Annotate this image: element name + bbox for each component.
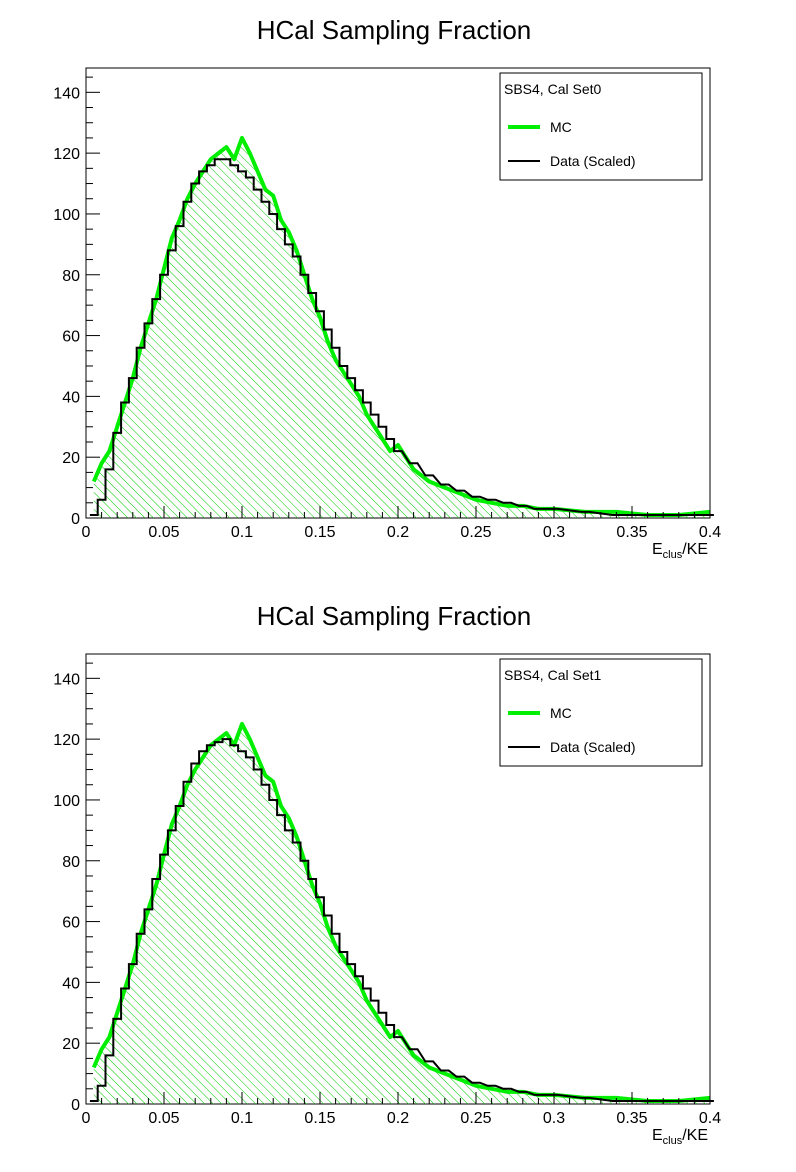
x-tick-label: 0.35 xyxy=(616,1110,647,1127)
y-tick-label: 140 xyxy=(53,85,80,102)
x-axis-sub: clus xyxy=(663,1135,683,1147)
x-tick-label: 0.3 xyxy=(543,1110,565,1127)
chart-panel-1: HCal Sampling Fraction 0 0.05 0.1 0.15 0.2 0.… xyxy=(53,15,721,561)
y-tick-label: 80 xyxy=(62,854,80,871)
x-axis-title: Eclus/KE xyxy=(652,1127,708,1147)
mc-hatched-area xyxy=(93,723,711,1104)
y-tick-label: 140 xyxy=(53,671,80,688)
legend-label-mc: MC xyxy=(550,705,572,721)
mc-hatched-area xyxy=(93,137,711,518)
y-tick-label: 40 xyxy=(62,389,80,406)
x-axis-tail: /KE xyxy=(682,541,708,558)
chart-title: HCal Sampling Fraction xyxy=(257,15,532,45)
y-tick-label: 0 xyxy=(71,1097,80,1114)
plot-area: 0 0.05 0.1 0.15 0.2 0.25 0.3 0.35 0.4 0 20 40 60 80 10… xyxy=(53,653,721,1127)
x-tick-label: 0.25 xyxy=(460,1110,491,1127)
x-tick-label: 0 xyxy=(82,1110,91,1127)
chart-title: HCal Sampling Fraction xyxy=(257,601,532,631)
chart-panel-2: HCal Sampling Fraction 0 0.05 0.1 0.15 0.2 0.… xyxy=(53,601,721,1147)
y-tick-label: 0 xyxy=(71,511,80,528)
x-tick-label: 0 xyxy=(82,524,91,541)
legend: SBS4, Cal Set0 MC Data (Scaled) xyxy=(499,72,703,181)
x-axis-title: Eclus/KE xyxy=(652,541,708,561)
x-tick-label: 0.05 xyxy=(148,1110,179,1127)
y-tick-label: 40 xyxy=(62,975,80,992)
y-tick-label: 100 xyxy=(53,793,80,810)
legend-header: SBS4, Cal Set1 xyxy=(504,667,601,683)
y-tick-label: 120 xyxy=(53,146,80,163)
x-axis-main: E xyxy=(652,541,663,558)
x-tick-label: 0.4 xyxy=(699,524,721,541)
x-axis-label: Eclus/KE xyxy=(652,541,708,561)
x-axis-label: Eclus/KE xyxy=(652,1127,708,1147)
y-tick-label: 100 xyxy=(53,207,80,224)
x-tick-label: 0.3 xyxy=(543,524,565,541)
x-tick-label: 0.05 xyxy=(148,524,179,541)
x-tick-label: 0.1 xyxy=(231,524,253,541)
legend-label-mc: MC xyxy=(550,119,572,135)
x-tick-label: 0.2 xyxy=(387,524,409,541)
x-tick-label: 0.15 xyxy=(304,1110,335,1127)
y-tick-label: 80 xyxy=(62,268,80,285)
legend-label-data: Data (Scaled) xyxy=(550,153,636,169)
x-tick-label: 0.15 xyxy=(304,524,335,541)
legend: SBS4, Cal Set1 MC Data (Scaled) xyxy=(499,658,703,767)
x-axis-tail: /KE xyxy=(682,1127,708,1144)
series-line-data xyxy=(89,158,714,516)
x-tick-label: 0.2 xyxy=(387,1110,409,1127)
y-tick-label: 20 xyxy=(62,450,80,467)
plot-area: 0 0.05 0.1 0.15 0.2 0.25 0.3 0.35 0.4 0 20 40 60 80 10… xyxy=(53,67,721,541)
y-tick-label: 60 xyxy=(62,329,80,346)
y-tick-label: 60 xyxy=(62,915,80,932)
legend-header: SBS4, Cal Set0 xyxy=(504,81,601,97)
x-axis-main: E xyxy=(652,1127,663,1144)
x-tick-label: 0.35 xyxy=(616,524,647,541)
legend-label-data: Data (Scaled) xyxy=(550,739,636,755)
x-tick-label: 0.1 xyxy=(231,1110,253,1127)
x-tick-label: 0.25 xyxy=(460,524,491,541)
y-tick-label: 20 xyxy=(62,1036,80,1053)
y-tick-label: 120 xyxy=(53,732,80,749)
x-tick-label: 0.4 xyxy=(699,1110,721,1127)
x-axis-sub: clus xyxy=(663,549,683,561)
